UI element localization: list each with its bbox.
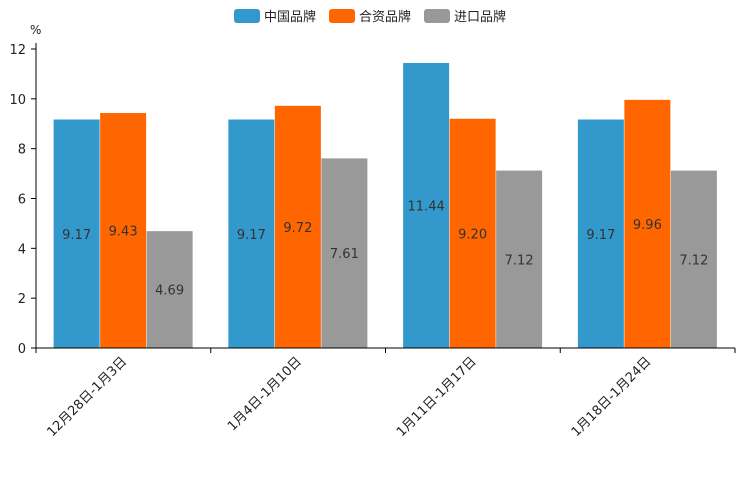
y-tick-label: 10	[9, 93, 26, 108]
bar-value-label: 9.17	[586, 228, 615, 243]
legend-label: 中国品牌	[264, 9, 316, 25]
bar-value-label: 9.72	[283, 221, 312, 236]
legend-label: 进口品牌	[454, 9, 506, 25]
y-axis: 0 2 4 6 8 10 12	[9, 43, 37, 357]
x-tick-label: 12月28日-1月3日	[44, 354, 130, 440]
legend[interactable]: 中国品牌 合资品牌 进口品牌	[234, 9, 506, 25]
y-tick-label: 0	[18, 342, 26, 357]
y-tick-label: 2	[18, 292, 26, 307]
bar[interactable]	[403, 62, 450, 348]
bar-value-label: 9.17	[237, 228, 266, 243]
bar[interactable]	[228, 119, 275, 349]
x-tick-label: 1月18日-1月24日	[569, 354, 655, 440]
legend-swatch	[234, 9, 260, 23]
bar[interactable]	[146, 231, 193, 348]
bar-value-label: 9.96	[633, 218, 662, 233]
legend-item[interactable]: 中国品牌	[234, 9, 316, 25]
y-tick-label: 4	[18, 242, 26, 257]
legend-item[interactable]: 合资品牌	[329, 9, 411, 25]
bar-value-label: 11.44	[408, 199, 445, 214]
bar-value-label: 4.69	[155, 284, 184, 299]
legend-swatch	[329, 9, 355, 23]
legend-label: 合资品牌	[359, 9, 411, 25]
x-axis: 12月28日-1月3日 1月4日-1月10日 1月11日-1月17日 1月18日-1月…	[35, 347, 736, 440]
bar-value-label: 9.20	[458, 227, 487, 242]
bar-value-label: 9.17	[62, 228, 91, 243]
y-tick-label: 12	[9, 43, 26, 58]
legend-item[interactable]: 进口品牌	[424, 9, 506, 25]
y-tick-label: 6	[18, 193, 26, 208]
legend-swatch	[424, 9, 450, 23]
y-unit-label: %	[30, 23, 41, 37]
bar-value-label: 9.43	[109, 225, 138, 240]
x-tick-label: 1月4日-1月10日	[225, 354, 305, 434]
bar[interactable]	[624, 99, 671, 348]
bar[interactable]	[100, 113, 147, 349]
bars: 9.17 9.43 4.69 9.17 9.72 7.61 11.44 9.20 7.12 9.1…	[53, 62, 717, 349]
bar-value-label: 7.61	[330, 247, 359, 262]
bar-value-label: 7.12	[505, 253, 534, 268]
bar[interactable]	[670, 170, 717, 348]
x-tick-label: 1月11日-1月17日	[394, 354, 480, 440]
bar[interactable]	[577, 119, 624, 349]
bar[interactable]	[449, 118, 496, 349]
bar[interactable]	[274, 105, 321, 348]
y-tick-label: 8	[18, 143, 26, 158]
bar[interactable]	[53, 119, 100, 349]
bar-value-label: 7.12	[679, 253, 708, 268]
bar[interactable]	[321, 158, 368, 348]
bar[interactable]	[496, 170, 543, 348]
